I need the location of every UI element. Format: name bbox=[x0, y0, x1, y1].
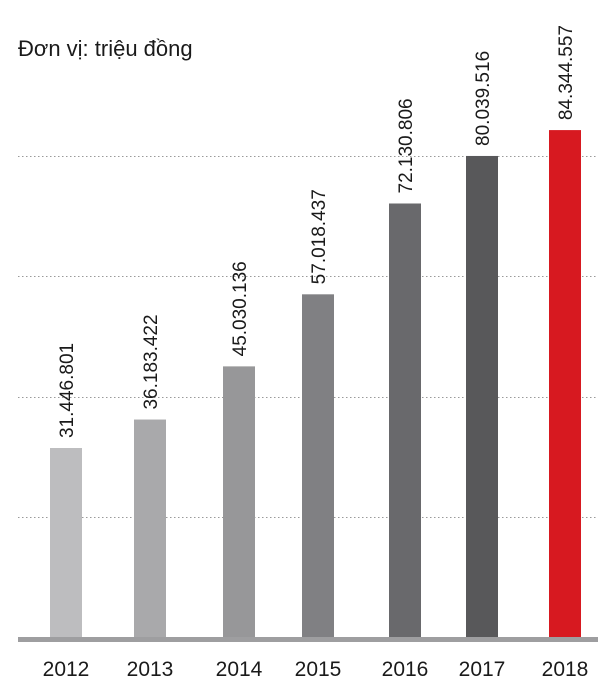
bar bbox=[466, 156, 498, 637]
x-tick-label: 2018 bbox=[542, 658, 589, 681]
bar bbox=[134, 420, 166, 637]
x-tick-label: 2017 bbox=[459, 658, 506, 681]
value-label: 84.344.557 bbox=[556, 25, 577, 120]
x-tick-label: 2016 bbox=[382, 658, 429, 681]
value-label: 80.039.516 bbox=[473, 51, 494, 146]
x-tick-label: 2015 bbox=[295, 658, 342, 681]
bar bbox=[549, 130, 581, 637]
x-tick-label: 2014 bbox=[216, 658, 263, 681]
value-label: 57.018.437 bbox=[309, 189, 330, 284]
bar bbox=[389, 203, 421, 637]
bar bbox=[302, 294, 334, 637]
x-tick-label: 2013 bbox=[127, 658, 174, 681]
value-label: 45.030.136 bbox=[230, 261, 251, 356]
bar bbox=[223, 366, 255, 637]
value-label: 31.446.801 bbox=[57, 343, 78, 438]
x-axis-line bbox=[18, 637, 598, 642]
value-label: 72.130.806 bbox=[396, 98, 417, 193]
value-label: 36.183.422 bbox=[141, 314, 162, 409]
x-tick-label: 2012 bbox=[43, 658, 90, 681]
bar bbox=[50, 448, 82, 637]
